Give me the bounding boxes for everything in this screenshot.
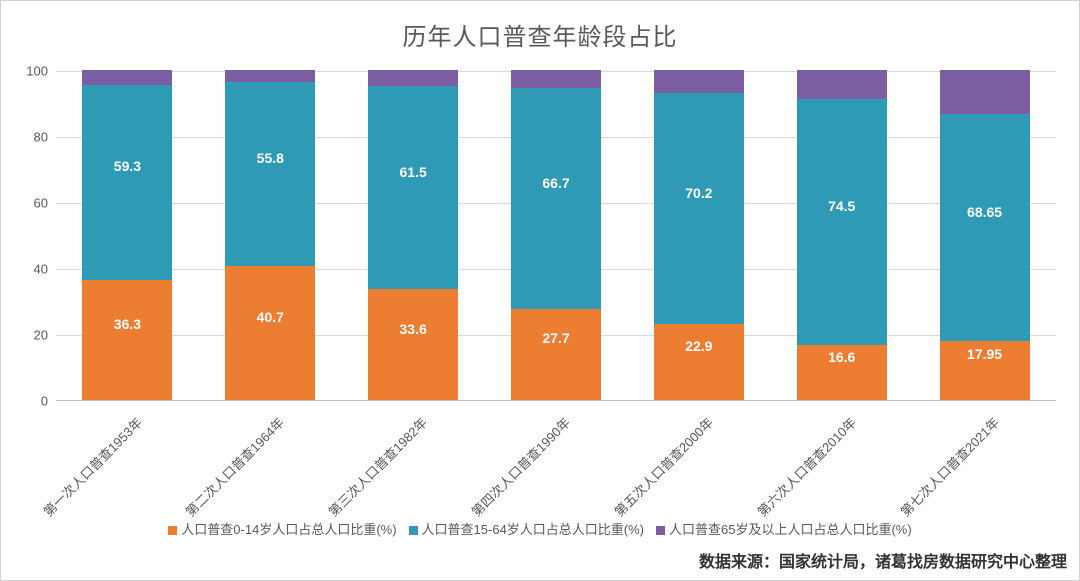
bar-value-label: 74.5 (797, 198, 887, 214)
x-tick-label: 第三次人口普查1982年 (325, 400, 438, 513)
bar-group: 33.661.54.9第三次人口普查1982年 (368, 70, 458, 400)
x-tick-label: 第五次人口普查2000年 (611, 400, 724, 513)
bar-segment (225, 70, 315, 82)
source-text: 数据来源：国家统计局，诸葛找房数据研究中心整理 (699, 548, 1067, 572)
y-tick-label: 80 (16, 130, 56, 145)
x-tick-label: 第一次人口普查1953年 (39, 400, 152, 513)
bar-value-label: 16.6 (797, 349, 887, 365)
legend-label: 人口普查15-64岁人口占总人口比重(%) (422, 522, 644, 537)
y-tick-label: 20 (16, 328, 56, 343)
bar-value-label: 68.65 (940, 204, 1030, 220)
bar-group: 22.970.27第五次人口普查2000年 (654, 70, 744, 400)
bar-segment (82, 280, 172, 400)
legend-item: 人口普查0-14岁人口占总人口比重(%) (168, 519, 396, 538)
bar-group: 16.674.58.9第六次人口普查2010年 (797, 70, 887, 400)
y-tick-label: 100 (16, 64, 56, 79)
x-tick-label: 第六次人口普查2010年 (754, 400, 867, 513)
bar-value-label: 5.6 (511, 54, 601, 70)
y-tick-label: 60 (16, 196, 56, 211)
bar-group: 40.755.83.6第二次人口普查1964年 (225, 70, 315, 400)
legend-label: 人口普查0-14岁人口占总人口比重(%) (181, 522, 396, 537)
bar-segment (654, 93, 744, 325)
y-tick-label: 40 (16, 262, 56, 277)
bar-group: 27.766.75.6第四次人口普查1990年 (511, 70, 601, 400)
bar-segment (797, 70, 887, 99)
bar-segment (511, 309, 601, 400)
bar-segment (940, 114, 1030, 341)
bar-value-label: 33.6 (368, 321, 458, 337)
bar-value-label: 27.7 (511, 330, 601, 346)
legend-item: 人口普查65岁及以上人口占总人口比重(%) (656, 519, 912, 538)
x-tick-label: 第四次人口普查1990年 (468, 400, 581, 513)
bar-value-label: 3.6 (225, 54, 315, 70)
bar-value-label: 61.5 (368, 164, 458, 180)
bar-value-label: 59.3 (82, 158, 172, 174)
bar-segment (940, 70, 1030, 115)
bar-value-label: 13.5 (940, 54, 1030, 70)
bar-segment (368, 86, 458, 289)
chart-title: 历年人口普查年龄段占比 (1, 1, 1079, 60)
x-tick-label: 第二次人口普查1964年 (182, 400, 295, 513)
bar-segment (225, 266, 315, 400)
bar-value-label: 22.9 (654, 338, 744, 354)
bar-value-label: 4.9 (368, 54, 458, 70)
bar-segment (82, 85, 172, 281)
bar-segment (225, 82, 315, 266)
bar-value-label: 70.2 (654, 185, 744, 201)
legend-item: 人口普查15-64岁人口占总人口比重(%) (409, 519, 644, 538)
bar-value-label: 8.9 (797, 54, 887, 70)
bar-value-label: 40.7 (225, 309, 315, 325)
bar-value-label: 55.8 (225, 150, 315, 166)
plot-area: 02040608010036.359.34.4第一次人口普查1953年40.75… (56, 71, 1056, 401)
bar-value-label: 36.3 (82, 316, 172, 332)
bar-segment (797, 99, 887, 345)
bar-value-label: 66.7 (511, 175, 601, 191)
bar-segment (654, 324, 744, 400)
bar-segment (511, 88, 601, 308)
bar-segment (654, 70, 744, 93)
legend: 人口普查0-14岁人口占总人口比重(%) 人口普查15-64岁人口占总人口比重(%… (1, 519, 1079, 538)
legend-swatch (409, 526, 418, 535)
bar-group: 36.359.34.4第一次人口普查1953年 (82, 70, 172, 400)
x-tick-label: 第七次人口普查2021年 (897, 400, 1010, 513)
bar-segment (368, 70, 458, 86)
y-tick-label: 0 (16, 394, 56, 409)
legend-swatch (168, 526, 177, 535)
legend-swatch (656, 526, 665, 535)
bar-segment (82, 70, 172, 85)
bar-value-label: 17.95 (940, 346, 1030, 362)
bar-value-label: 4.4 (82, 54, 172, 70)
chart-container: 历年人口普查年龄段占比 0 20 40 60 80 100 36.3 59.3 4.4 第一次人口… (0, 0, 1080, 581)
legend-label: 人口普查65岁及以上人口占总人口比重(%) (669, 522, 912, 537)
bar-segment (368, 289, 458, 400)
bar-segment (511, 70, 601, 88)
bar-value-label: 7 (654, 54, 744, 70)
bar-group: 17.9568.6513.5第七次人口普查2021年 (940, 70, 1030, 400)
